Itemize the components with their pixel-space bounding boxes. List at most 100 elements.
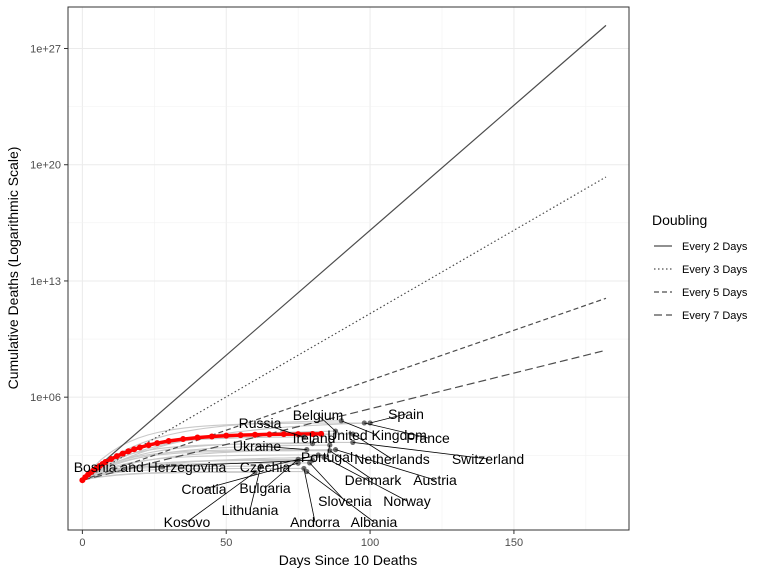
legend-title: Doubling [652, 212, 707, 228]
country-label: Ukraine [233, 438, 281, 454]
country-label: Netherlands [354, 451, 430, 467]
highlight-point [266, 431, 273, 438]
x-tick-label: 0 [79, 537, 85, 549]
country-label: Kosovo [164, 514, 211, 530]
country-label: Lithuania [222, 502, 279, 518]
country-label: Norway [383, 493, 430, 509]
label-leader [186, 471, 256, 523]
highlighted-country-series [79, 430, 325, 484]
country-line [82, 443, 313, 481]
country-line [82, 444, 330, 481]
label-leader [306, 471, 375, 523]
label-leader [303, 468, 316, 523]
highlight-point [154, 440, 161, 447]
country-line [82, 441, 353, 481]
label-leader [149, 459, 313, 468]
country-label: Croatia [181, 481, 226, 497]
label-leader [326, 445, 331, 458]
highlight-point [136, 444, 143, 451]
country-line [81, 422, 365, 481]
highlight-point [145, 442, 152, 449]
highlight-point [223, 432, 230, 439]
country-line [82, 420, 342, 481]
highlight-point [237, 432, 244, 439]
country-line [82, 462, 310, 481]
label-leader [264, 459, 299, 489]
label-leader [259, 422, 305, 438]
country-label: Switzerland [452, 451, 524, 467]
y-axis-title: Cumulative Deaths (Logarithmic Scale) [5, 147, 21, 390]
country-label: Ireland [293, 430, 336, 446]
x-tick-label: 50 [220, 537, 232, 549]
country-label: Portugal [301, 449, 353, 465]
highlight-point [194, 434, 201, 441]
doubling-line-2-days [81, 24, 607, 481]
highlight-point [165, 437, 172, 444]
y-tick-label: 1e+20 [30, 160, 61, 172]
highlight-point [318, 430, 325, 437]
legend-label: Every 2 Days [682, 241, 748, 253]
country-label: Spain [388, 406, 424, 422]
axes: 0 50 100 150 1e+06 1e+13 1e+20 1e+27 [30, 44, 523, 549]
y-tick-label: 1e+06 [30, 392, 61, 404]
label-leader [352, 441, 489, 460]
country-lines [81, 420, 371, 481]
legend-label: Every 3 Days [682, 264, 748, 276]
y-tick-label: 1e+13 [30, 276, 61, 288]
highlight-point [252, 431, 258, 438]
label-leader [317, 414, 336, 432]
highlight-point [113, 453, 120, 460]
country-label: Slovenia [318, 493, 372, 509]
panel-border [67, 6, 630, 531]
label-leader [364, 422, 429, 439]
label-leader [329, 450, 374, 481]
legend-label: Every 5 Days [682, 287, 748, 299]
highlight-point [309, 430, 316, 437]
highlight-point [180, 436, 187, 443]
country-label: Austria [413, 472, 457, 488]
highlight-point [125, 448, 132, 455]
x-tick-label: 100 [361, 537, 379, 549]
highlight-point [102, 458, 109, 465]
legend-label: Every 7 Days [682, 310, 748, 322]
x-tick-label: 150 [505, 537, 523, 549]
country-label: Belgium [293, 407, 344, 423]
highlight-point [119, 450, 126, 457]
label-leader [335, 449, 436, 481]
highlight-point [280, 431, 287, 438]
country-label: Russia [239, 415, 282, 431]
grid [68, 7, 629, 530]
doubling-line-3-days [82, 176, 607, 481]
label-leader [323, 456, 408, 502]
country-label: Bulgaria [239, 480, 291, 496]
country-line [82, 454, 319, 481]
country-label: Albania [351, 514, 398, 530]
doubling-reference-lines [81, 24, 607, 481]
y-tick-label: 1e+27 [30, 44, 61, 56]
country-label: Andorra [290, 514, 340, 530]
highlight-point [208, 433, 215, 440]
x-axis-title: Days Since 10 Deaths [279, 552, 418, 568]
highlight-point [131, 446, 138, 453]
label-leader [352, 433, 393, 460]
country-label: Denmark [345, 472, 403, 488]
label-leader [369, 413, 407, 424]
label-leader [249, 466, 262, 511]
label-leader [256, 445, 307, 450]
country-label: France [406, 430, 450, 446]
country-label: Bosnia and Herzegovina [74, 459, 227, 475]
country-line [82, 465, 261, 481]
legend: Doubling Every 2 Days Every 3 Days Every 5 … [652, 212, 748, 322]
highlight-point [108, 455, 115, 462]
doubling-line-5-days [82, 297, 607, 481]
country-line [82, 467, 304, 481]
label-leader [309, 462, 346, 502]
doubling-line-7-days [82, 349, 607, 481]
country-label: United Kingdom [327, 427, 427, 443]
country-line [82, 471, 307, 481]
label-leader [203, 462, 299, 490]
label-leader [312, 437, 315, 444]
label-leader [341, 420, 378, 436]
